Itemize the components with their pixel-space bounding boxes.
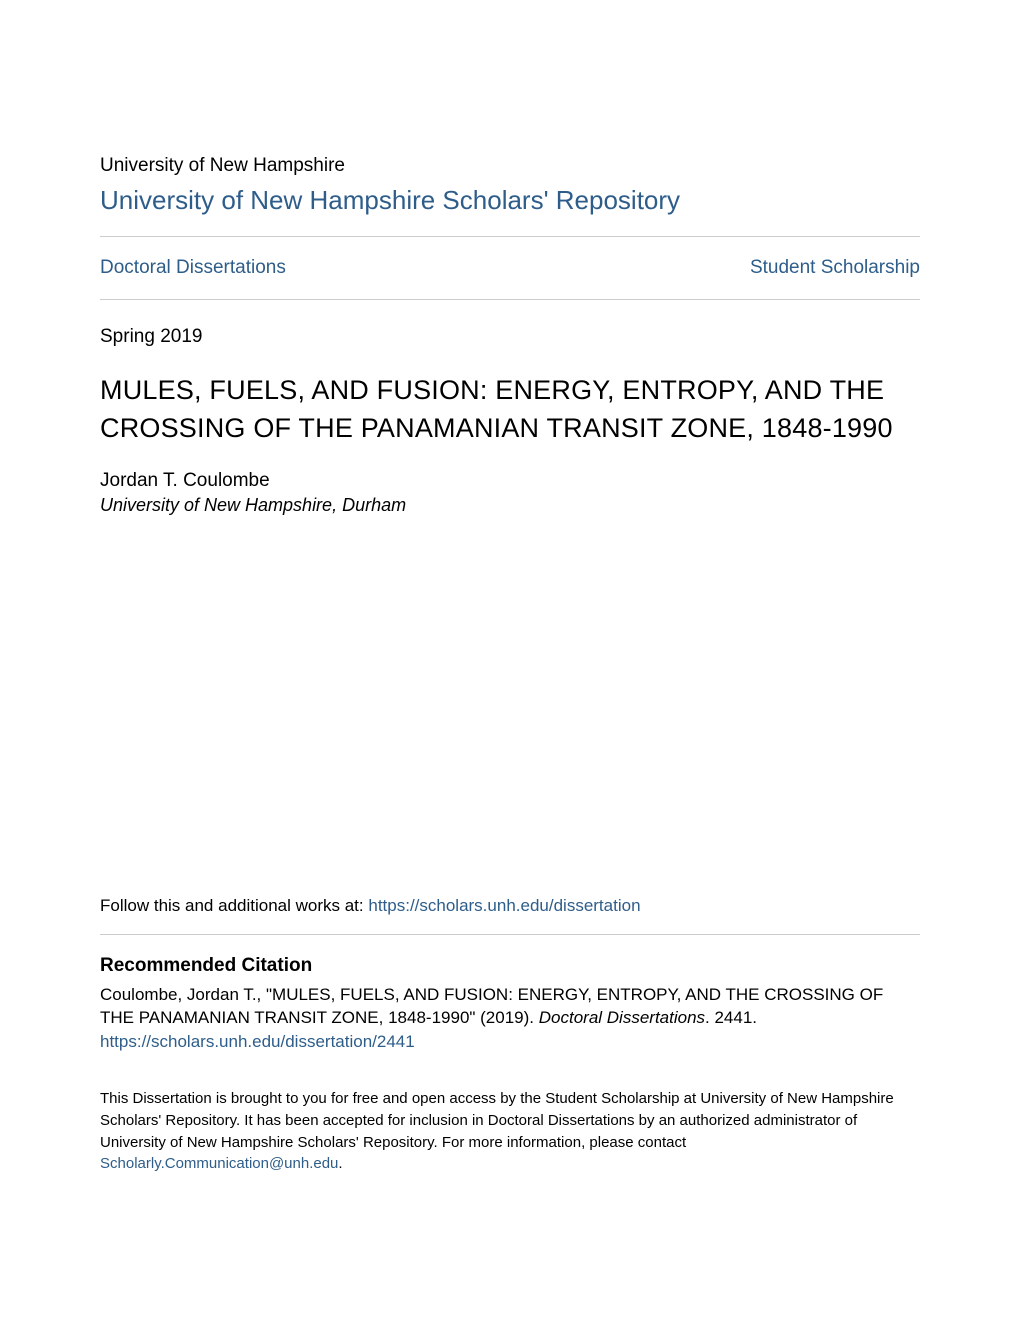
contact-email-link[interactable]: Scholarly.Communication@unh.edu xyxy=(100,1155,338,1172)
doctoral-dissertations-link[interactable]: Doctoral Dissertations xyxy=(100,257,286,279)
repository-title-link[interactable]: University of New Hampshire Scholars' Re… xyxy=(100,185,920,216)
citation-part2: . 2441. xyxy=(705,1008,757,1027)
citation-italic: Doctoral Dissertations xyxy=(539,1008,705,1027)
institution-name: University of New Hampshire xyxy=(100,155,920,177)
paper-title: MULES, FUELS, AND FUSION: ENERGY, ENTROP… xyxy=(100,372,920,448)
footer-text: This Dissertation is brought to you for … xyxy=(100,1088,920,1175)
student-scholarship-link[interactable]: Student Scholarship xyxy=(750,257,920,279)
citation-url-link[interactable]: https://scholars.unh.edu/dissertation/24… xyxy=(100,1032,920,1052)
divider-citation xyxy=(100,934,920,935)
content-spacer xyxy=(100,516,920,896)
follow-prefix: Follow this and additional works at: xyxy=(100,896,368,915)
footer-part1: This Dissertation is brought to you for … xyxy=(100,1090,894,1151)
citation-part1: Coulombe, Jordan T., "MULES, FUELS, AND … xyxy=(100,985,883,1028)
divider-nav xyxy=(100,299,920,300)
follow-works-link[interactable]: https://scholars.unh.edu/dissertation xyxy=(368,896,640,915)
publication-date: Spring 2019 xyxy=(100,326,920,348)
nav-row: Doctoral Dissertations Student Scholarsh… xyxy=(100,237,920,299)
recommended-citation-heading: Recommended Citation xyxy=(100,955,920,977)
citation-text: Coulombe, Jordan T., "MULES, FUELS, AND … xyxy=(100,983,920,1031)
author-affiliation: University of New Hampshire, Durham xyxy=(100,495,920,516)
author-name: Jordan T. Coulombe xyxy=(100,470,920,492)
footer-part2: . xyxy=(338,1155,342,1172)
follow-works-line: Follow this and additional works at: htt… xyxy=(100,896,920,916)
